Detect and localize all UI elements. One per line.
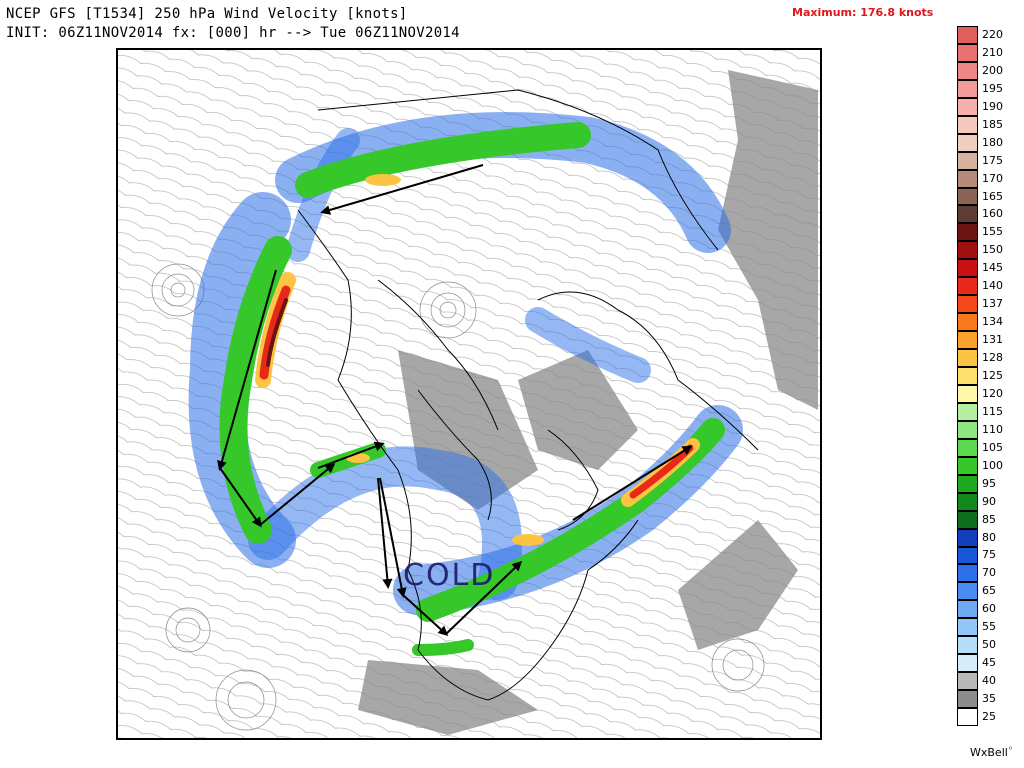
- colorbar-swatch: [957, 187, 978, 206]
- colorbar-label: 110: [982, 422, 1003, 436]
- colorbar-label: 150: [982, 243, 1003, 257]
- brand-mark-icon: °: [1007, 746, 1013, 757]
- wxbell-logo: WxBell°: [970, 746, 1013, 759]
- map-title: NCEP GFS [T1534] 250 hPa Wind Velocity […: [6, 6, 408, 22]
- colorbar-swatch: [957, 690, 978, 709]
- swirl-features: [151, 263, 765, 731]
- colorbar-label: 195: [982, 81, 1003, 95]
- colorbar-label: 170: [982, 171, 1003, 185]
- colorbar-swatch: [957, 546, 978, 565]
- colorbar-swatch: [957, 43, 978, 62]
- colorbar-swatch: [957, 672, 978, 691]
- colorbar-swatch: [957, 277, 978, 296]
- colorbar-label: 210: [982, 45, 1003, 59]
- colorbar-swatch: [957, 636, 978, 655]
- colorbar-swatch: [957, 349, 978, 367]
- wind-speed-colorbar: 220 210 200 195 190 185 180 175 170 165 160 155 150 1…: [957, 26, 1023, 726]
- colorbar-swatch: [957, 151, 978, 170]
- colorbar-label: 90: [982, 494, 996, 508]
- colorbar-label: 131: [982, 333, 1003, 347]
- colorbar-swatch: [957, 582, 978, 601]
- map-panel: COLD: [116, 48, 822, 740]
- colorbar-label: 145: [982, 261, 1003, 275]
- colorbar-label: 128: [982, 351, 1003, 365]
- colorbar-label: 120: [982, 386, 1003, 400]
- colorbar-label: 134: [982, 315, 1003, 329]
- colorbar-swatch: [957, 384, 978, 403]
- colorbar-swatch: [957, 564, 978, 583]
- colorbar-label: 200: [982, 63, 1003, 77]
- colorbar-swatch: [957, 456, 978, 475]
- colorbar-label: 175: [982, 153, 1003, 167]
- init-time-line: INIT: 06Z11NOV2014 fx: [000] hr --> Tue …: [6, 25, 460, 41]
- coastline-outlines: [297, 89, 759, 701]
- colorbar-label: 95: [982, 476, 996, 490]
- colorbar-label: 35: [982, 692, 996, 706]
- colorbar-swatch: [957, 331, 978, 350]
- colorbar-swatch: [957, 420, 978, 439]
- colorbar-label: 190: [982, 99, 1003, 113]
- colorbar-swatch: [957, 402, 978, 421]
- colorbar-swatch: [957, 97, 978, 116]
- wind-map: COLD: [118, 50, 820, 738]
- colorbar-swatch: [957, 205, 978, 224]
- colorbar-swatch: [957, 313, 978, 332]
- colorbar-swatch: [957, 115, 978, 134]
- maximum-wind-label: Maximum: 176.8 knots: [792, 6, 934, 19]
- colorbar-label: 155: [982, 225, 1003, 239]
- colorbar-swatch: [957, 528, 978, 547]
- colorbar-label: 115: [982, 404, 1003, 418]
- colorbar-swatch: [957, 133, 978, 152]
- colorbar-swatch: [957, 708, 978, 726]
- colorbar-label: 80: [982, 530, 996, 544]
- colorbar-swatch: [957, 295, 978, 314]
- colorbar-swatch: [957, 600, 978, 619]
- colorbar-label: 140: [982, 279, 1003, 293]
- colorbar-label: 55: [982, 620, 996, 634]
- cold-annotation: COLD: [403, 558, 495, 593]
- colorbar-label: 100: [982, 458, 1003, 472]
- colorbar-label: 60: [982, 602, 996, 616]
- colorbar-label: 50: [982, 638, 996, 652]
- colorbar-swatch: [957, 367, 978, 385]
- colorbar-label: 105: [982, 440, 1003, 454]
- colorbar-label: 40: [982, 674, 996, 688]
- colorbar-swatch: [957, 61, 978, 80]
- colorbar-label: 160: [982, 207, 1003, 221]
- colorbar-swatch: [957, 79, 978, 98]
- colorbar-label: 185: [982, 117, 1003, 131]
- colorbar-swatch: [957, 169, 978, 188]
- colorbar-swatch: [957, 223, 978, 242]
- flow-arrows: [217, 164, 693, 637]
- colorbar-label: 65: [982, 584, 996, 598]
- colorbar-label: 75: [982, 548, 996, 562]
- colorbar-label: 220: [982, 27, 1003, 41]
- colorbar-swatch: [957, 618, 978, 637]
- colorbar-label: 137: [982, 297, 1003, 311]
- colorbar-label: 45: [982, 656, 996, 670]
- colorbar-swatch: [957, 492, 978, 511]
- colorbar-swatch: [957, 654, 978, 673]
- colorbar-swatch: [957, 241, 978, 260]
- colorbar-swatch: [957, 259, 978, 278]
- colorbar-swatch: [957, 26, 978, 44]
- colorbar-label: 180: [982, 135, 1003, 149]
- colorbar-label: 25: [982, 710, 996, 724]
- brand-name: WxBell: [970, 746, 1008, 759]
- colorbar-label: 85: [982, 512, 996, 526]
- colorbar-label: 165: [982, 189, 1003, 203]
- colorbar-swatch: [957, 438, 978, 457]
- colorbar-label: 70: [982, 566, 996, 580]
- colorbar-swatch: [957, 474, 978, 493]
- colorbar-swatch: [957, 510, 978, 529]
- colorbar-label: 125: [982, 369, 1003, 382]
